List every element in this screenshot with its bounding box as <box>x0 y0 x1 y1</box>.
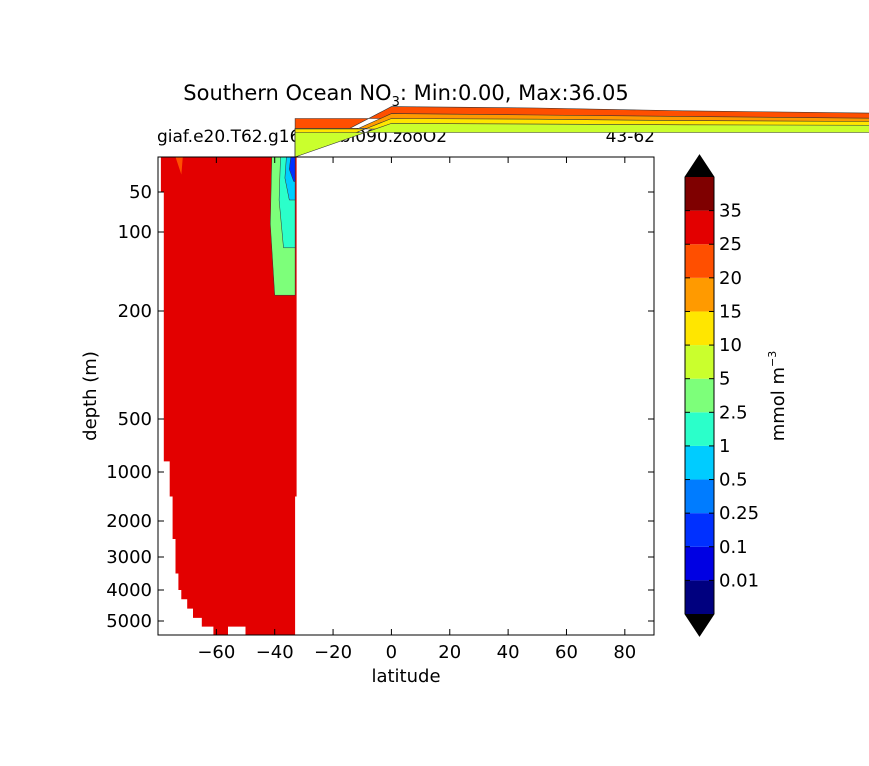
colorbar-tick-label: 25 <box>719 234 742 255</box>
colorbar-segment <box>685 345 714 379</box>
colorbar-tick-label: 2.5 <box>719 402 748 423</box>
colorbar-tick-label: 10 <box>719 335 742 356</box>
colorbar-segment <box>685 513 714 547</box>
colorbar-tick-label: 0.01 <box>719 570 759 591</box>
y-tick-label: 1000 <box>106 462 152 483</box>
colorbar-tick-label: 20 <box>719 268 742 289</box>
contour-region-25-35 <box>160 157 297 635</box>
contour-fills <box>160 106 869 635</box>
colorbar-segment <box>685 210 714 245</box>
colorbar-segment <box>685 177 714 211</box>
colorbar-tick-label: 5 <box>719 369 730 390</box>
colorbar-extend-max <box>685 155 714 177</box>
y-tick-label: 2000 <box>106 511 152 532</box>
colorbar: 0.01 0.1 0.25 0.5 1 2.5 5 10 15 20 25 35 <box>684 154 759 637</box>
colorbar-tick-label: 0.1 <box>719 537 748 558</box>
colorbar-segment <box>685 277 714 312</box>
colorbar-outline <box>684 154 715 637</box>
colorbar-tick-label: 0.5 <box>719 470 748 491</box>
y-axis-ticks: 50 100 200 500 1000 2000 3000 4000 5000 <box>106 182 654 632</box>
y-tick-label: 5000 <box>106 611 152 632</box>
y-tick-label: 50 <box>129 182 152 203</box>
colorbar-segment <box>685 445 714 480</box>
chart-title: Southern Ocean NO3: Min:0.00, Max:36.05 <box>183 81 628 110</box>
y-tick-label: 4000 <box>106 580 152 601</box>
x-tick-label: −20 <box>314 642 352 663</box>
y-tick-label: 500 <box>118 409 152 430</box>
x-tick-label: −60 <box>197 642 235 663</box>
x-tick-label: 0 <box>386 642 397 663</box>
colorbar-segment <box>685 311 714 346</box>
plot-area: −60 −40 −20 0 20 40 60 80 50 100 200 500 1000 2000 30… <box>106 106 869 663</box>
x-axis-ticks: −60 −40 −20 0 20 40 60 80 <box>197 157 636 663</box>
colorbar-extend-min <box>685 614 714 636</box>
colorbar-label: mmol m−3 <box>766 351 789 442</box>
x-tick-label: 40 <box>497 642 520 663</box>
colorbar-tick-label: 15 <box>719 301 742 322</box>
plot-frame <box>157 156 655 636</box>
x-tick-label: 60 <box>555 642 578 663</box>
colorbar-segment <box>685 479 714 514</box>
colorbar-segment <box>685 412 714 446</box>
x-tick-label: 80 <box>613 642 636 663</box>
colorbar-segment <box>685 580 714 614</box>
y-tick-label: 3000 <box>106 547 152 568</box>
colorbar-segment <box>685 244 714 278</box>
y-axis-label: depth (m) <box>80 351 101 441</box>
x-tick-label: −40 <box>256 642 294 663</box>
colorbar-segment <box>685 378 714 413</box>
y-tick-label: 100 <box>118 222 152 243</box>
colorbar-tick-label: 0.25 <box>719 503 759 524</box>
colorbar-segment <box>685 546 714 581</box>
contour-tongue-south <box>175 157 183 175</box>
colorbar-tick-label: 1 <box>719 436 730 457</box>
x-tick-label: 20 <box>438 642 461 663</box>
colorbar-tick-label: 35 <box>719 201 742 222</box>
x-axis-label: latitude <box>371 666 440 687</box>
y-tick-label: 200 <box>118 301 152 322</box>
contour-region-10-15 <box>294 123 869 158</box>
